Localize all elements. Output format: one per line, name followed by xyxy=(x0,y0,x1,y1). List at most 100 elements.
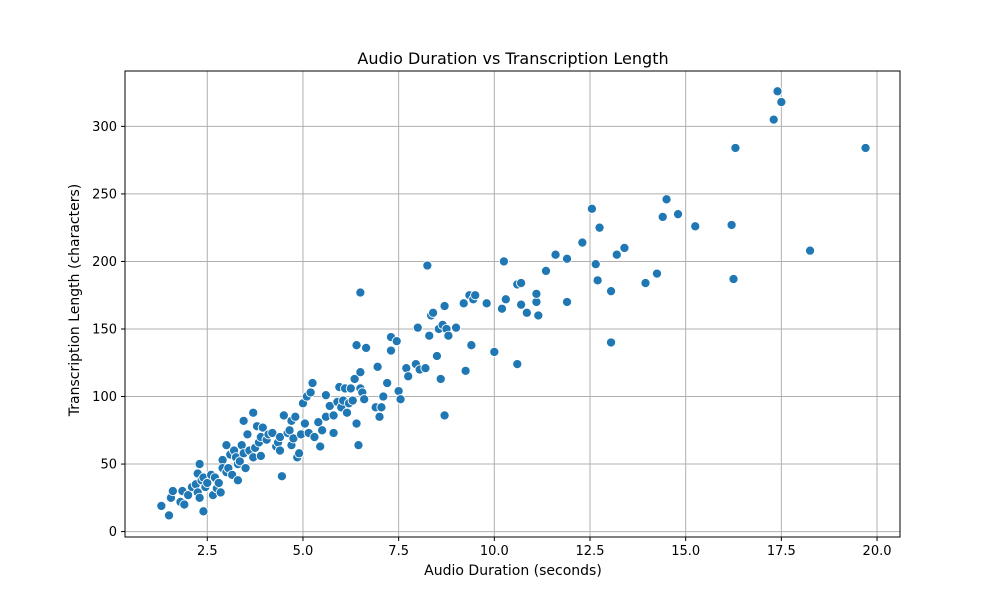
data-point xyxy=(403,371,414,382)
data-point xyxy=(213,477,224,489)
x-tick-label: 15.0 xyxy=(671,544,700,559)
data-point xyxy=(313,417,324,428)
data-point xyxy=(167,486,178,497)
data-point xyxy=(592,275,603,286)
data-point xyxy=(328,427,339,439)
data-point xyxy=(324,400,335,412)
data-point xyxy=(577,237,588,248)
data-point xyxy=(420,363,431,374)
data-point xyxy=(489,346,500,358)
data-point xyxy=(726,219,737,231)
plot-frame xyxy=(124,70,901,538)
x-tick-label: 2.5 xyxy=(197,544,218,559)
data-point xyxy=(378,391,389,402)
data-point xyxy=(458,298,469,309)
data-point xyxy=(163,510,175,521)
data-point xyxy=(194,492,205,503)
data-point xyxy=(768,114,779,125)
data-point xyxy=(516,278,527,289)
data-point xyxy=(460,365,471,376)
data-point xyxy=(401,363,412,374)
data-point xyxy=(651,268,663,279)
x-tick-label: 20.0 xyxy=(863,544,892,559)
data-point xyxy=(498,256,509,267)
data-point xyxy=(183,490,194,501)
data-point xyxy=(215,487,226,498)
y-axis-ticks: 0 50 100 150 200 250 300 xyxy=(92,120,125,540)
data-point xyxy=(202,477,213,489)
data-point xyxy=(274,445,286,456)
data-point xyxy=(728,273,739,285)
data-point xyxy=(317,425,328,436)
x-tick-label: 17.5 xyxy=(767,544,796,559)
data-point xyxy=(550,249,561,260)
data-point xyxy=(516,299,527,310)
y-tick-label: 50 xyxy=(100,458,117,473)
chart-title: Audio Duration vs Transcription Length xyxy=(357,49,668,68)
data-point xyxy=(540,265,552,276)
data-point xyxy=(294,448,305,459)
data-point xyxy=(435,373,446,385)
data-point xyxy=(466,340,477,351)
data-point xyxy=(221,440,232,451)
data-point xyxy=(290,411,301,422)
data-point xyxy=(267,427,278,439)
y-tick-label: 200 xyxy=(92,255,117,270)
data-point xyxy=(385,345,397,356)
data-point xyxy=(194,459,205,470)
data-point xyxy=(351,418,362,429)
data-point xyxy=(248,407,259,418)
data-point xyxy=(531,288,542,299)
data-point xyxy=(611,249,622,260)
x-tick-label: 5.0 xyxy=(293,544,314,559)
y-axis-label: Transcription Length (characters) xyxy=(67,184,83,418)
x-tick-label: 7.5 xyxy=(388,544,409,559)
data-point xyxy=(257,422,268,433)
data-point xyxy=(255,450,266,462)
data-point xyxy=(309,431,320,443)
data-point xyxy=(561,296,573,308)
data-point xyxy=(422,260,433,271)
data-point xyxy=(156,500,167,511)
data-point xyxy=(232,475,243,486)
data-point xyxy=(605,337,617,348)
data-point xyxy=(345,383,356,394)
data-point xyxy=(776,97,787,108)
data-point xyxy=(657,211,668,222)
data-points xyxy=(156,86,871,521)
data-point xyxy=(372,361,383,372)
data-point xyxy=(276,471,287,482)
data-point xyxy=(278,410,289,421)
data-point xyxy=(661,194,672,205)
data-point xyxy=(605,286,617,297)
data-point xyxy=(347,395,358,406)
data-point xyxy=(439,300,450,312)
data-point xyxy=(198,506,209,517)
data-point xyxy=(361,342,372,353)
data-point xyxy=(805,245,816,256)
data-point xyxy=(307,377,318,389)
data-point xyxy=(376,402,387,413)
data-point xyxy=(305,387,316,398)
data-point xyxy=(439,410,450,421)
data-point xyxy=(412,322,423,333)
data-point xyxy=(590,259,601,270)
y-tick-label: 150 xyxy=(92,322,117,337)
data-point xyxy=(500,294,511,305)
data-point xyxy=(299,418,310,429)
data-point xyxy=(374,411,385,422)
grid xyxy=(125,71,900,537)
data-point xyxy=(284,425,295,436)
data-point xyxy=(481,298,492,309)
data-point xyxy=(860,142,871,154)
x-axis-ticks: 2.5 5.0 7.5 10.0 12.5 15.0 17.5 20.0 xyxy=(197,537,892,559)
y-tick-label: 250 xyxy=(92,187,117,202)
data-point xyxy=(512,359,523,370)
data-point xyxy=(672,209,684,220)
data-point xyxy=(242,429,253,440)
data-point xyxy=(393,386,404,397)
data-point xyxy=(730,142,741,154)
data-point xyxy=(424,330,435,341)
